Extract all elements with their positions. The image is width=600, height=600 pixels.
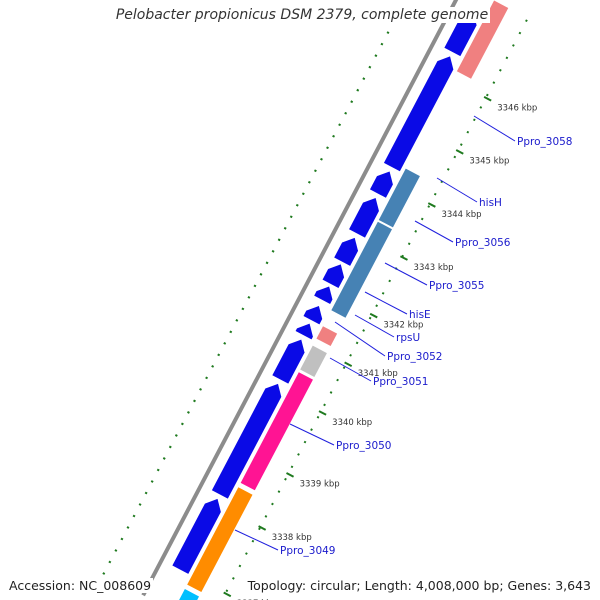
map-title: Pelobacter propionicus DSM 2379, complet… [0, 7, 600, 23]
map-title-text: Pelobacter propionicus DSM 2379, complet… [113, 7, 491, 23]
tick-mark [455, 149, 464, 155]
gene-feature-4 [331, 221, 392, 318]
cds-forward-7 [334, 237, 359, 266]
gene-feature-5 [378, 168, 420, 228]
gene-label: hisH [479, 197, 502, 209]
cds-forward-3 [295, 323, 313, 340]
tick-label: 3346 kbp [497, 104, 537, 114]
tick-label: 3340 kbp [332, 418, 372, 428]
tick-mark [399, 255, 408, 261]
cds-forward-1 [211, 383, 282, 499]
tick-label: 3339 kbp [300, 480, 340, 490]
gene-label: Ppro_3049 [280, 545, 335, 557]
tick-label: 3341 kbp [358, 369, 398, 379]
gene-label-leader [289, 423, 335, 446]
tick-mark [483, 96, 492, 102]
gene-feature-3 [316, 326, 338, 347]
gene-label: Ppro_3058 [517, 136, 572, 148]
gene-label-leader [364, 291, 408, 315]
tick-mark [286, 472, 295, 478]
gene-label-leader [329, 357, 372, 382]
cds-forward-8 [349, 198, 379, 238]
tick-label: 3344 kbp [441, 210, 481, 220]
gene-label: Ppro_3056 [455, 237, 511, 249]
gene-feature-0 [187, 487, 253, 593]
gene-label-leader [234, 529, 279, 551]
genome-summary: Topology: circular; Length: 4,008,000 bp… [245, 578, 593, 593]
tick-mark [344, 361, 353, 368]
gene-feature-7 [179, 589, 200, 600]
outer-tick-ring [102, 0, 407, 575]
tick-mark [318, 410, 327, 416]
gene-label: Ppro_3050 [336, 440, 391, 452]
cds-forward-2 [272, 339, 305, 384]
gene-label-leader [354, 314, 395, 338]
gene-label-leader [384, 262, 428, 286]
cds-forward-0 [172, 498, 221, 574]
tick-mark [427, 202, 436, 208]
gene-feature-6 [456, 0, 509, 79]
cds-forward-11 [444, 12, 477, 57]
genome-backbone [141, 0, 459, 597]
gene-label: Ppro_3055 [429, 280, 484, 292]
tick-mark [369, 312, 378, 319]
tick-mark [258, 525, 267, 531]
tick-mark [223, 591, 232, 598]
gene-label-leader [334, 321, 386, 357]
gene-label: Ppro_3051 [373, 376, 428, 388]
tick-label: 3343 kbp [414, 263, 454, 273]
tick-label: 3345 kbp [469, 157, 509, 167]
gene-label-leader [414, 220, 454, 243]
cds-forward-10 [383, 56, 454, 172]
gene-feature-1 [240, 372, 313, 491]
cds-forward-9 [369, 171, 393, 198]
gene-label: Ppro_3052 [387, 351, 442, 363]
gene-feature-2 [300, 345, 327, 377]
tick-label: 3342 kbp [383, 320, 423, 330]
inner-tick-ring [220, 8, 534, 600]
gene-label: rpsU [396, 332, 420, 344]
gene-label: hisE [409, 309, 431, 321]
cds-forward-4 [303, 305, 323, 325]
cds-forward-5 [314, 286, 333, 304]
accession-label: Accession: NC_008609 [7, 578, 154, 593]
gene-label-leader [473, 115, 516, 142]
cds-forward-6 [322, 264, 345, 289]
tick-label: 3338 kbp [272, 533, 312, 543]
gene-label-leader [436, 177, 478, 203]
